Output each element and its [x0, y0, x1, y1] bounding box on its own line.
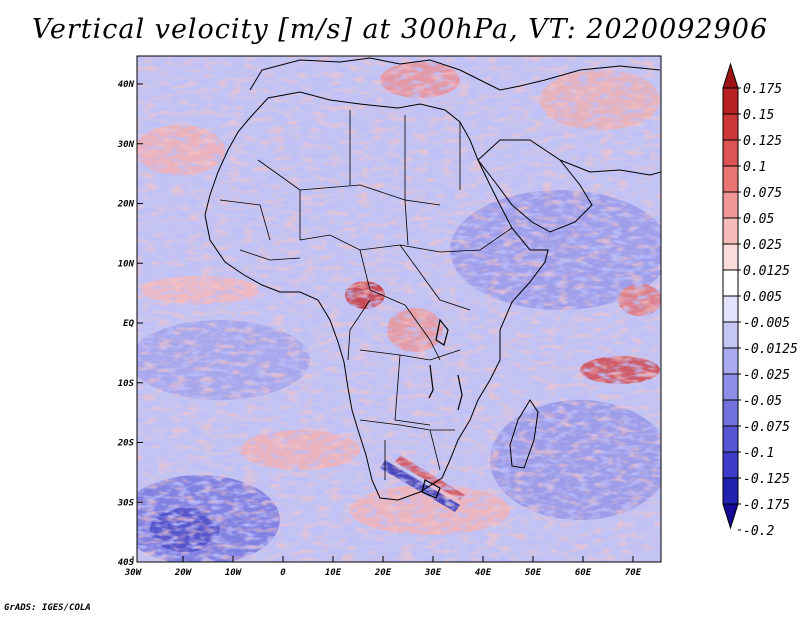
colorbar-swatch: [722, 269, 739, 297]
lat-tick-label: 40S: [118, 558, 135, 568]
colorbar-label: 0.1: [743, 160, 766, 175]
colorbar-label: -0.2: [743, 524, 774, 539]
lon-tick-label: 50E: [525, 568, 542, 578]
colorbar-swatch: [722, 347, 739, 375]
lon-tick-label: 20E: [374, 568, 392, 578]
colorbar-label: -0.075: [743, 420, 790, 435]
lon-tick-label: 60E: [575, 568, 592, 578]
colorbar-label: 0.175: [743, 82, 782, 97]
colorbar-label: 0.125: [743, 134, 782, 149]
colorbar-label: -0.025: [743, 368, 790, 383]
colorbar-label: 0.005: [743, 290, 782, 305]
lat-tick-label: EQ: [123, 319, 134, 329]
colorbar: 0.175 0.15 0.125 0.1 0.075 0.05 0.025 0.0125 0.0…: [722, 62, 798, 539]
colorbar-label: -0.1: [743, 446, 774, 461]
lon-tick-label: 70E: [625, 568, 642, 578]
colorbar-label: 0.025: [743, 238, 782, 253]
colorbar-label: 0.15: [743, 108, 774, 123]
grads-credit: GrADS: IGES/COLA: [4, 603, 91, 613]
longitude-axis: 30W 20W 10W 0 10E 20E 30E 40E 50E 60E 70E: [124, 556, 642, 578]
lat-tick-label: 30N: [117, 140, 135, 150]
colorbar-label: -0.05: [743, 394, 782, 409]
velocity-field: [137, 56, 661, 562]
latitude-axis: 40N 30N 20N 10N EQ 10S 20S 30S 40S: [117, 80, 143, 568]
colorbar-swatch: [722, 321, 739, 349]
colorbar-label: 0.0125: [743, 264, 790, 279]
colorbar-swatch: [722, 243, 739, 271]
lat-tick-label: 30S: [117, 498, 135, 508]
colorbar-swatch: [722, 113, 739, 141]
colorbar-swatch: [722, 477, 739, 505]
lon-tick-label: 40E: [475, 568, 492, 578]
lon-tick-label: 20W: [174, 568, 193, 578]
colorbar-swatch: [722, 451, 739, 479]
lat-tick-label: 20N: [117, 200, 135, 210]
colorbar-swatch: [722, 399, 739, 427]
lat-tick-label: 40N: [118, 80, 135, 90]
colorbar-swatch: [722, 295, 739, 323]
colorbar-swatch: [722, 191, 739, 219]
colorbar-swatch: [722, 217, 739, 245]
lon-tick-label: 10W: [225, 568, 243, 578]
colorbar-swatch: [722, 165, 739, 193]
plot-frame: [136, 55, 662, 563]
map-title: Vertical velocity [m/s] at 300hPa, VT: 2…: [31, 14, 769, 45]
coastlines: [204, 57, 661, 501]
lat-tick-label: 10S: [118, 379, 135, 389]
lon-tick-label: 30W: [124, 568, 143, 578]
colorbar-label: -0.0125: [743, 342, 798, 357]
colorbar-label: 0.075: [743, 186, 782, 201]
colorbar-swatch: [722, 373, 739, 401]
colorbar-bottom-arrow: [722, 503, 739, 530]
colorbar-label: 0.05: [743, 212, 774, 227]
lat-tick-label: 10N: [118, 259, 135, 269]
lat-tick-label: 20S: [117, 439, 135, 449]
lon-tick-label: 30E: [424, 568, 442, 578]
colorbar-swatch: [722, 87, 739, 115]
country-borders: [219, 110, 513, 480]
colorbar-top-arrow: [722, 62, 739, 89]
colorbar-swatch: [722, 139, 739, 167]
colorbar-label: -0.005: [743, 316, 790, 331]
colorbar-swatch: [722, 425, 739, 453]
colorbar-label: -0.175: [743, 498, 790, 513]
colorbar-label: -0.125: [743, 472, 790, 487]
lon-tick-label: 10E: [325, 568, 342, 578]
lon-tick-label: 0: [280, 568, 286, 578]
